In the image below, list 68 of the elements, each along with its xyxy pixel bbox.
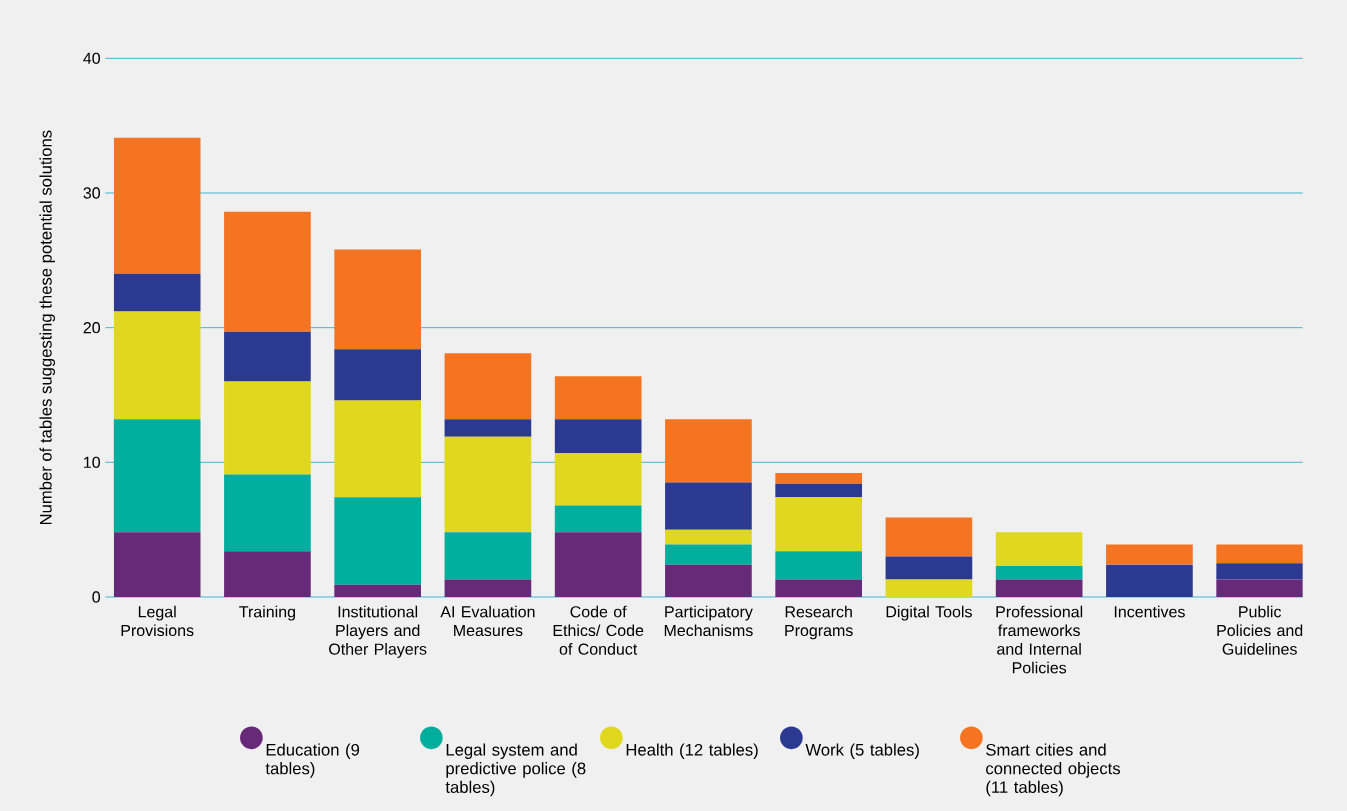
bar: [554, 452, 642, 506]
bar: [554, 376, 642, 420]
bar: [444, 532, 532, 580]
bar: [224, 331, 311, 382]
x-tick-label: Incentives: [1114, 605, 1185, 618]
y-axis-title: Number of tables suggesting these potential solutions: [39, 130, 56, 525]
bar: [665, 482, 752, 530]
bar: [775, 483, 862, 498]
bar: [554, 505, 642, 533]
x-tick-label: Public Policies and Guidelines: [1217, 605, 1303, 655]
bar: [1216, 579, 1303, 597]
bar: [334, 249, 421, 350]
bar: [1106, 564, 1193, 597]
legend-label: Work (5 tables): [805, 743, 919, 759]
bar: [1106, 544, 1193, 565]
bar: [885, 579, 973, 597]
y-tick-label: 40: [83, 52, 101, 64]
y-tick-label: 0: [92, 591, 101, 603]
bar: [113, 419, 201, 533]
x-tick-label: Code of Ethics/ Code of Conduct: [553, 605, 644, 655]
bar: [885, 517, 973, 557]
y-tick-label: 10: [84, 456, 101, 468]
bar: [665, 529, 752, 545]
bar: [444, 579, 532, 597]
bar: [665, 419, 752, 483]
bar: [885, 556, 973, 580]
bar: [113, 532, 201, 597]
bar: [444, 353, 532, 420]
bar: [554, 419, 642, 453]
y-tick-label: 20: [83, 322, 101, 334]
x-tick-label: Institutional Players and Other Players: [329, 605, 427, 658]
bar: [224, 381, 311, 475]
x-tick-label: Participatory Mechanisms: [664, 605, 753, 637]
bar: [554, 532, 642, 597]
bar: [444, 436, 532, 533]
bar: [775, 551, 862, 580]
x-tick-label: AI Evaluation Measures: [440, 605, 535, 637]
bar: [665, 564, 752, 597]
bar: [224, 551, 311, 597]
bar: [113, 137, 201, 274]
bar: [775, 497, 862, 552]
bar: [775, 579, 862, 597]
bar: [995, 566, 1083, 580]
bar: [995, 579, 1083, 597]
bar: [995, 532, 1083, 567]
bar: [444, 419, 532, 437]
legend-label: Health (12 tables): [626, 743, 758, 759]
bar: [1216, 544, 1303, 564]
bar: [334, 497, 421, 585]
bar: [224, 474, 311, 552]
bar: [775, 473, 862, 484]
bar: [1216, 563, 1303, 580]
x-tick-label: Research Programs: [785, 605, 853, 640]
x-tick-label: Professional frameworks and Internal Policies: [996, 605, 1083, 674]
x-tick-label: Legal Provisions: [121, 605, 194, 637]
x-tick-label: Digital Tools: [886, 605, 972, 621]
bar: [334, 400, 421, 498]
bar: [113, 273, 201, 312]
legend-label: Education (9 tables): [265, 743, 360, 778]
bar: [334, 349, 421, 401]
bar: [113, 311, 201, 420]
legend-label: Smart cities and connected objects (11 tables): [986, 743, 1121, 797]
legend-label: Legal system and predictive police (8 tables): [445, 743, 586, 797]
bar: [224, 211, 311, 332]
x-tick-label: Training: [239, 605, 295, 621]
bar: [334, 584, 421, 597]
y-tick-label: 30: [83, 187, 101, 199]
bar: [665, 544, 752, 565]
